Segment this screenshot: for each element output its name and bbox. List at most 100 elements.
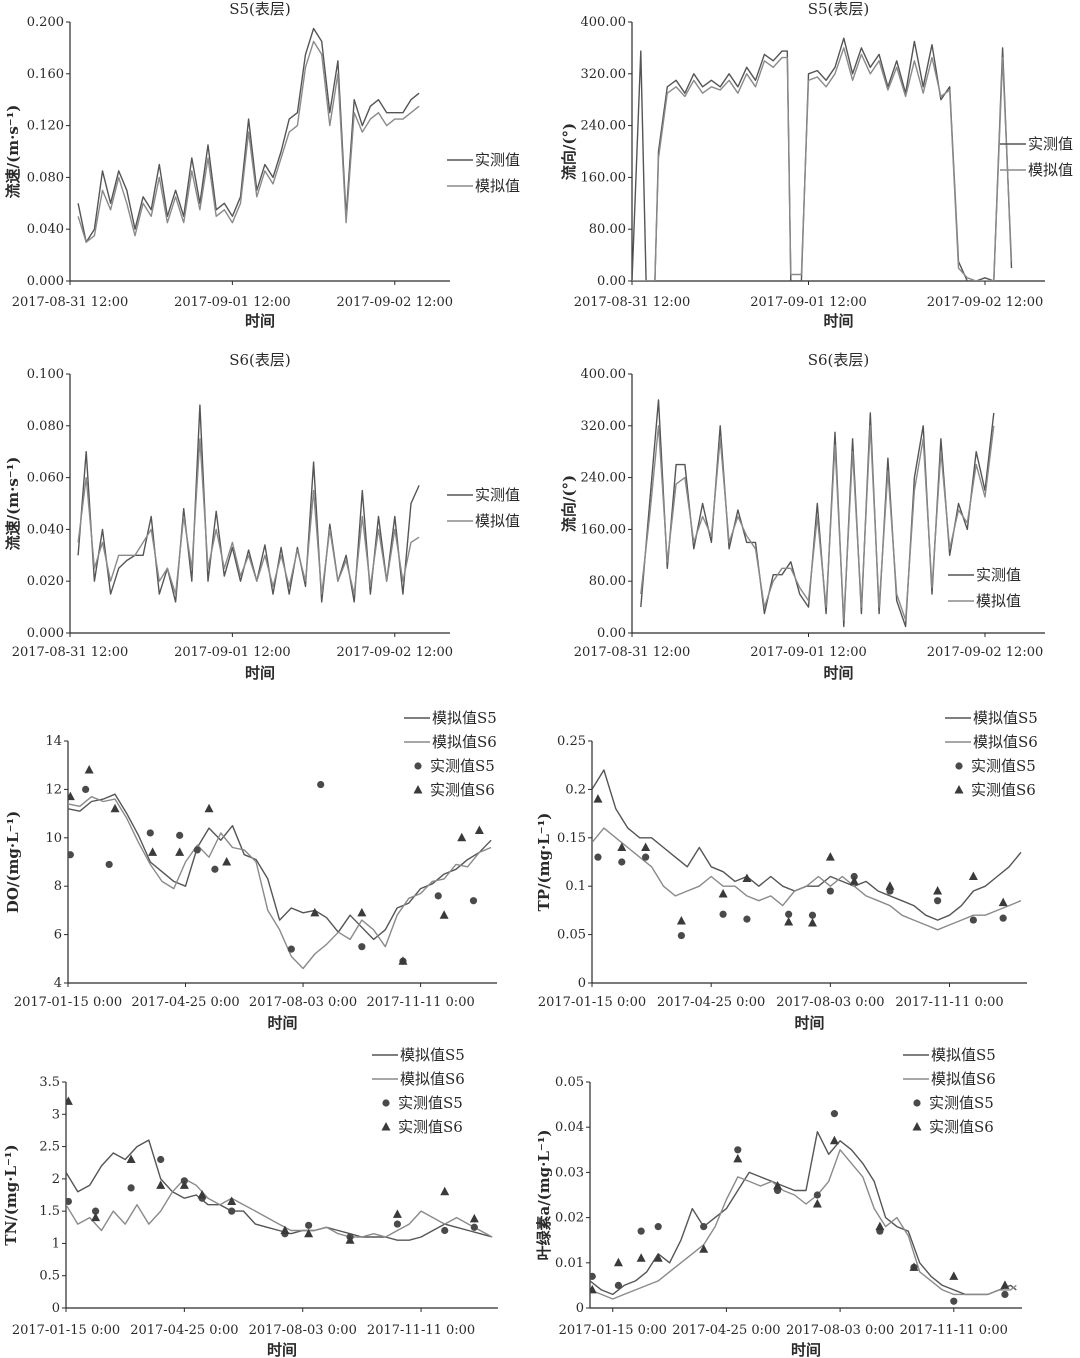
- data-point: [156, 1180, 166, 1189]
- y-tick-label: 1: [52, 1236, 60, 1251]
- x-tick-label: 2017-11-11 0:00: [900, 1323, 1008, 1338]
- data-point: [91, 1212, 101, 1222]
- chart-title: S6(表层): [808, 351, 870, 369]
- chart-p1: S5(表层) 0.000 0.040 0.080 0.120 0.160 0.200 2017…: [4, 0, 520, 330]
- x-tick-label: 2017-08-31 12:00: [574, 645, 691, 660]
- data-point: [594, 853, 602, 861]
- y-tick-label: 6: [54, 928, 62, 943]
- legend-entry: 模拟值: [475, 177, 520, 195]
- x-axis-label: 时间: [245, 664, 275, 682]
- data-point: [590, 1272, 596, 1280]
- data-point: [677, 931, 685, 940]
- x-tick-label: 2017-09-01 12:00: [750, 645, 867, 660]
- series-line: [640, 425, 995, 621]
- data-point: [949, 1271, 959, 1280]
- plot-area: [632, 37, 1013, 281]
- data-point: [933, 886, 943, 895]
- legend-entry: 模拟值S6: [931, 1070, 996, 1088]
- data-point: [179, 1180, 189, 1189]
- data-point: [807, 917, 817, 927]
- data-point: [813, 1191, 821, 1199]
- x-tick-label: 2017-04-25 0:00: [672, 1323, 780, 1338]
- y-tick-label: 8: [54, 879, 62, 894]
- x-axis-label: 时间: [791, 1341, 821, 1358]
- x-tick-label: 2017-09-01 12:00: [750, 295, 867, 310]
- series-line: [66, 1178, 493, 1238]
- data-point: [784, 917, 794, 926]
- chart-p5: 4 6 8 10 12 14 2017-01-15 0:00 2017-04-25 0:00 2…: [4, 709, 497, 1032]
- y-tick-label: 0.5: [39, 1269, 60, 1284]
- plot-area: [77, 27, 420, 243]
- legend-entry: 模拟值: [475, 512, 520, 530]
- y-tick-label: 0.2: [565, 782, 586, 797]
- x-axis-label: 时间: [267, 1341, 297, 1358]
- data-point: [718, 888, 728, 898]
- data-point: [357, 907, 367, 917]
- data-point: [439, 910, 449, 919]
- x-tick-label: 2017-08-03 0:00: [786, 1323, 894, 1338]
- series-line: [590, 1131, 1017, 1296]
- legend-entry: 实测值: [475, 151, 520, 169]
- chart-p4: S6(表层) 0.00 80.00 160.00 240.00 320.00 400.00 2…: [560, 351, 1045, 682]
- legend-entry: 实测值: [475, 486, 520, 504]
- data-point: [642, 853, 650, 861]
- plot-area: [592, 769, 1022, 940]
- x-axis-label: 时间: [794, 1014, 824, 1032]
- y-tick-label: 3.5: [39, 1075, 60, 1090]
- data-point: [950, 1297, 958, 1305]
- y-tick-label: 0.000: [27, 274, 64, 289]
- data-point: [304, 1228, 314, 1238]
- y-tick-label: 0.00: [597, 274, 626, 289]
- data-point: [197, 1190, 207, 1199]
- y-tick-label: 0.160: [27, 67, 64, 82]
- data-point: [157, 1155, 165, 1164]
- y-tick-label: 80.00: [589, 222, 626, 237]
- data-point: [68, 791, 75, 801]
- x-tick-label: 2017-08-31 12:00: [12, 645, 129, 660]
- data-point: [593, 794, 603, 803]
- chart-p2: S5(表层) 0.00 80.00 160.00 240.00 320.00 400.00 2…: [560, 0, 1073, 330]
- y-tick-label: 240.00: [581, 471, 627, 486]
- y-axis-label: TP/(mg·L⁻¹): [535, 813, 553, 912]
- x-tick-label: 2017-08-03 0:00: [249, 995, 357, 1010]
- legend-entry: 实测值S6: [929, 1118, 994, 1136]
- data-point: [193, 846, 201, 854]
- data-point: [440, 1186, 450, 1196]
- data-point: [469, 897, 478, 905]
- data-point: [654, 1223, 662, 1231]
- data-point: [653, 1253, 663, 1262]
- x-tick-label: 2017-01-15 0:00: [538, 995, 646, 1010]
- legend-entry: 实测值S6: [398, 1118, 463, 1136]
- data-point: [641, 842, 651, 851]
- x-tick-label: 2017-11-11 0:00: [895, 995, 1003, 1010]
- data-point: [146, 829, 154, 837]
- chart-title: S5(表层): [229, 0, 291, 18]
- plot-area: [68, 765, 492, 970]
- y-axis-label: 流向/(°): [560, 475, 578, 532]
- data-point: [470, 1223, 478, 1231]
- y-axis-label: 流速/(m·s⁻¹): [4, 457, 22, 551]
- data-point: [830, 1110, 839, 1118]
- x-tick-label: 2017-08-03 0:00: [776, 995, 884, 1010]
- legend-entry: 实测值: [976, 566, 1021, 584]
- data-point: [885, 881, 895, 890]
- chart-p3: S6(表层) 0.000 0.020 0.040 0.060 0.080 0.100 2017…: [4, 351, 520, 682]
- data-point: [590, 1284, 597, 1294]
- data-point: [91, 1207, 100, 1215]
- data-point: [909, 1262, 919, 1271]
- x-tick-label: 2017-01-15 0:00: [12, 1323, 120, 1338]
- data-point: [392, 1209, 402, 1218]
- x-axis-label: 时间: [823, 312, 853, 330]
- legend-entry: 模拟值: [976, 592, 1021, 610]
- series-line: [68, 796, 492, 970]
- y-tick-label: 0.100: [27, 367, 64, 382]
- data-point: [393, 1220, 401, 1228]
- data-point: [175, 847, 185, 856]
- legend: 模拟值S5 模拟值S6 实测值S5 实测值S6: [404, 709, 497, 799]
- series-line: [68, 793, 492, 941]
- data-point: [617, 842, 627, 851]
- x-tick-label: 2017-09-02 12:00: [337, 295, 454, 310]
- legend-entry: 实测值S5: [430, 757, 495, 775]
